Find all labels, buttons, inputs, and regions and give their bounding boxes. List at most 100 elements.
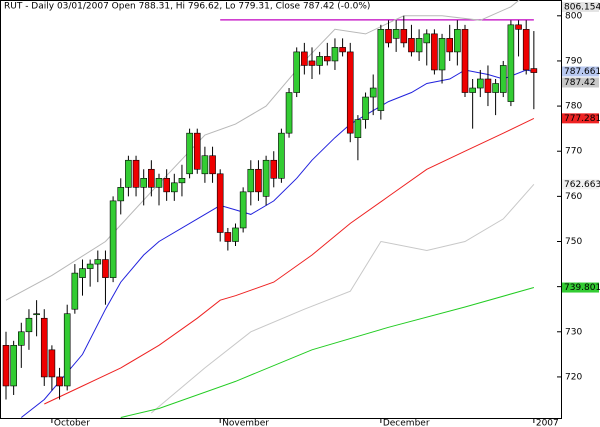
candle-body bbox=[362, 96, 369, 120]
price-label-box bbox=[562, 2, 599, 12]
candle-body bbox=[94, 259, 102, 265]
candle-body bbox=[323, 56, 331, 62]
candle-body bbox=[423, 33, 431, 44]
candle-body bbox=[346, 51, 354, 134]
candle-body bbox=[132, 159, 140, 188]
x-tick-label: December bbox=[383, 419, 430, 427]
price-label: 787.42 bbox=[564, 78, 596, 88]
y-tick-label: 770 bbox=[565, 147, 582, 157]
candle-body bbox=[454, 29, 461, 53]
candle-body bbox=[278, 132, 285, 179]
candle-body bbox=[209, 155, 216, 175]
candle-body bbox=[201, 155, 209, 175]
candle-body bbox=[33, 313, 40, 316]
candle-body bbox=[438, 38, 446, 71]
price-label: 806.154 bbox=[564, 3, 600, 13]
price-label: 762.663 bbox=[564, 180, 600, 190]
candle-body bbox=[262, 159, 270, 197]
candle-body bbox=[530, 68, 538, 73]
x-tick-label: October bbox=[54, 419, 90, 427]
candle-body bbox=[163, 178, 170, 193]
candle-body bbox=[385, 29, 392, 44]
candle-body bbox=[293, 51, 301, 93]
candle-body bbox=[216, 173, 224, 233]
candle-body bbox=[301, 51, 308, 66]
price-label-box bbox=[562, 77, 599, 88]
y-tick-label: 790 bbox=[565, 56, 582, 66]
y-tick-label: 750 bbox=[565, 237, 582, 247]
candle-body bbox=[461, 29, 469, 93]
candle-body bbox=[377, 29, 385, 111]
candle-body bbox=[476, 78, 484, 89]
candle-body bbox=[109, 200, 117, 278]
candle-body bbox=[270, 159, 278, 179]
candle-body bbox=[86, 263, 94, 269]
candle-body bbox=[369, 87, 377, 98]
y-tick-label: 760 bbox=[565, 192, 582, 202]
indicator-line bbox=[44, 117, 535, 405]
candle-body bbox=[339, 47, 346, 53]
candle-body bbox=[56, 376, 63, 387]
candle-body bbox=[117, 187, 125, 202]
candle-body bbox=[17, 331, 25, 346]
candle-body bbox=[354, 119, 362, 138]
candle-body bbox=[40, 317, 48, 378]
candle-body bbox=[515, 24, 522, 30]
candle-body bbox=[446, 38, 454, 53]
candle-body bbox=[193, 132, 201, 170]
candle-body bbox=[415, 38, 423, 53]
candle-body bbox=[255, 168, 262, 193]
candle-body bbox=[71, 272, 79, 310]
y-tick-label: 800 bbox=[565, 11, 582, 21]
candle-body bbox=[102, 259, 109, 278]
candle-body bbox=[507, 24, 515, 102]
candle-body bbox=[224, 232, 232, 242]
candle-body bbox=[285, 92, 293, 134]
price-label-box bbox=[562, 282, 599, 293]
price-label-box bbox=[562, 66, 599, 77]
chart-title: RUT - Daily 03/01/2007 Open 788.31, Hi 7… bbox=[4, 2, 370, 12]
candle-body bbox=[232, 227, 239, 242]
indicator-line bbox=[150, 183, 535, 414]
price-label-box bbox=[562, 179, 599, 190]
candle-body bbox=[392, 29, 400, 39]
candle-body bbox=[400, 29, 408, 44]
candle-body bbox=[492, 83, 499, 93]
candle-body bbox=[522, 29, 530, 71]
indicator-line bbox=[120, 287, 535, 418]
price-label: 739.801 bbox=[564, 283, 600, 293]
y-tick-label: 780 bbox=[565, 102, 582, 112]
candle-body bbox=[186, 132, 193, 175]
candle-body bbox=[178, 178, 186, 184]
candle-body bbox=[63, 313, 71, 387]
x-tick-label: 2007 bbox=[536, 419, 559, 427]
candle-body bbox=[239, 191, 247, 229]
candle-body bbox=[25, 317, 33, 333]
price-label: 787.661 bbox=[564, 67, 600, 77]
candle-body bbox=[148, 168, 155, 188]
candle-body bbox=[247, 168, 255, 193]
candle-body bbox=[499, 65, 507, 93]
candle-body bbox=[408, 38, 415, 53]
x-tick-label: November bbox=[222, 419, 269, 427]
candle-body bbox=[308, 60, 316, 66]
candle-body bbox=[331, 47, 339, 62]
candle-body bbox=[155, 178, 163, 188]
plot-frame bbox=[0, 0, 562, 419]
price-label-box bbox=[562, 113, 599, 124]
y-tick-label: 730 bbox=[565, 327, 582, 337]
candle-body bbox=[431, 33, 438, 71]
candle-body bbox=[171, 182, 178, 193]
candle-body bbox=[316, 56, 323, 66]
candle-body bbox=[140, 178, 147, 188]
candle-body bbox=[484, 78, 492, 93]
candle-body bbox=[48, 349, 56, 378]
candle-body bbox=[79, 268, 86, 278]
candle-body bbox=[2, 345, 10, 387]
price-label: 777.281 bbox=[564, 114, 600, 124]
y-tick-label: 720 bbox=[565, 372, 582, 382]
candle-body bbox=[469, 87, 476, 93]
candle-body bbox=[125, 159, 132, 188]
candle-body bbox=[10, 345, 17, 387]
